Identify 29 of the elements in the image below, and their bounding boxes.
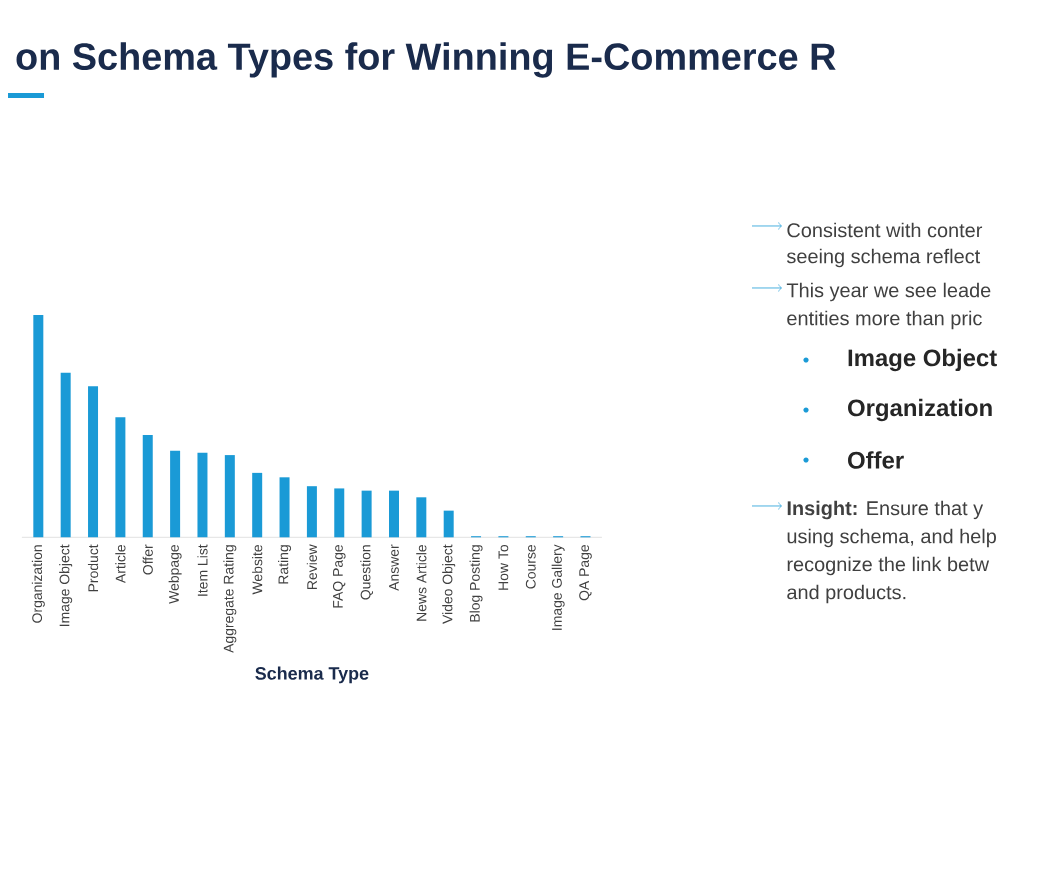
- text: using schema, and help: [787, 528, 996, 548]
- text: This year we see leade: [786, 282, 991, 302]
- text: recognize the link betw: [787, 556, 990, 576]
- bar: [388, 490, 399, 538]
- bar: [88, 386, 99, 538]
- text: Consistent with conter: [787, 222, 983, 238]
- bar: [416, 497, 427, 538]
- text: seeing schema reflect: [786, 248, 981, 268]
- bar: [252, 472, 263, 538]
- bar: [334, 488, 345, 538]
- text: Offer: [848, 451, 904, 469]
- bar: [361, 490, 372, 538]
- bar: [197, 452, 208, 538]
- text: entities more than pric: [787, 310, 982, 330]
- x-axis-title: Schema Type: [255, 666, 369, 684]
- text: Image Object: [848, 348, 997, 372]
- bar: [224, 455, 235, 538]
- text: Organization: [848, 398, 992, 422]
- bar: [33, 315, 44, 538]
- bar: [170, 450, 181, 538]
- chart-title: on Schema Types for Winning E-Commerce R: [16, 42, 836, 78]
- bar: [142, 435, 153, 538]
- text: Insight: Ensure that y: [787, 500, 984, 520]
- bar: [115, 417, 126, 538]
- bar: [306, 486, 317, 538]
- bar: [443, 510, 454, 538]
- bar: [279, 477, 290, 538]
- bar: [60, 372, 71, 538]
- text: and products.: [787, 584, 906, 604]
